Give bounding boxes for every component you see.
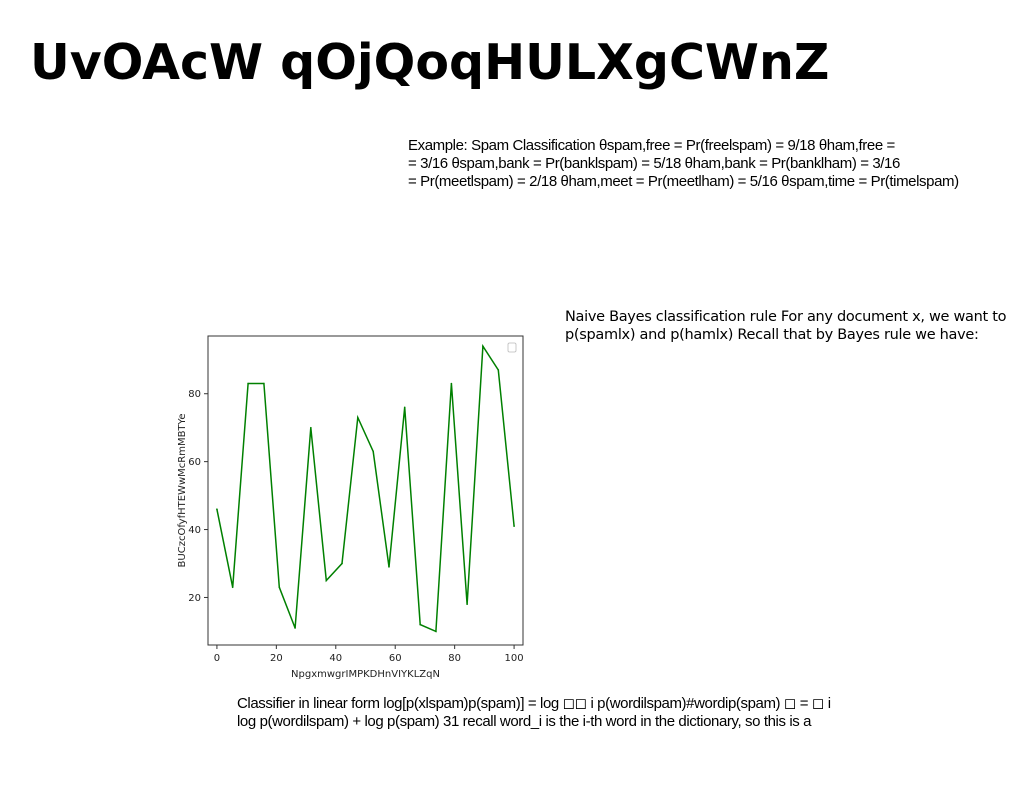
series-line [216, 343, 515, 633]
data-point [278, 586, 281, 589]
data-point [466, 603, 468, 606]
data-point [216, 508, 218, 510]
naive-bayes-rule-text: Naive Bayes classification rule For any … [565, 308, 1020, 344]
text-line: Classifier in linear form log[p(xlspam)p… [237, 695, 831, 712]
data-point [325, 579, 328, 582]
data-point [388, 566, 390, 568]
text-line: Naive Bayes classification rule For any … [565, 309, 1007, 325]
data-point [356, 416, 359, 419]
text-line: p(spamlx) and p(hamlx) Recall that by Ba… [565, 327, 979, 343]
x-tick-label: 0 [214, 653, 220, 664]
data-point [341, 562, 343, 565]
x-tick-label: 40 [329, 653, 342, 664]
x-axis-label: NpgxmwgrIMPKDHnVIYKLZqN [291, 669, 440, 680]
line-chart: 0 20 40 60 80 100 20 40 60 80 NpgxmwgrIMPKDHnVIYKL… [177, 335, 524, 680]
text-line: log p(wordilspam) + log p(spam) 31 recal… [237, 713, 812, 730]
y-tick-label: 60 [188, 457, 201, 468]
data-point [513, 525, 515, 527]
y-tick-label: 40 [188, 525, 201, 536]
data-point [450, 382, 453, 385]
y-tick-label: 80 [188, 389, 201, 400]
data-point [403, 406, 406, 409]
data-point [497, 369, 500, 371]
x-tick-label: 100 [505, 653, 524, 664]
data-point [294, 627, 296, 629]
slide-title: UvOAcW qOjQoqHULXgCWnZ [30, 34, 830, 91]
y-tick-label: 20 [188, 593, 201, 604]
linear-classifier-text: Classifier in linear form log[p(xlspam)p… [237, 695, 917, 731]
x-tick-label: 80 [448, 653, 461, 664]
y-axis-label: BUCzcOfyfHTEWwMcRmMBTYe [177, 414, 188, 568]
spam-classification-example: Example: Spam Classification θspam,free … [408, 137, 1024, 191]
data-point [419, 623, 421, 626]
data-point [263, 382, 265, 385]
x-tick-label: 60 [389, 653, 402, 664]
text-line: = Pr(meetlspam) = 2/18 θham,meet = Pr(me… [408, 173, 959, 190]
plot-frame [207, 335, 524, 646]
data-point [435, 630, 437, 633]
data-point [372, 450, 375, 453]
text-line: Example: Spam Classification θspam,free … [408, 137, 895, 154]
legend-box [507, 342, 517, 353]
data-point [310, 426, 312, 429]
text-line: = 3/16 θspam,bank = Pr(banklspam) = 5/18… [408, 155, 900, 172]
x-tick-label: 20 [270, 653, 283, 664]
data-point [247, 382, 249, 385]
data-point [231, 586, 234, 589]
data-point [482, 345, 484, 347]
